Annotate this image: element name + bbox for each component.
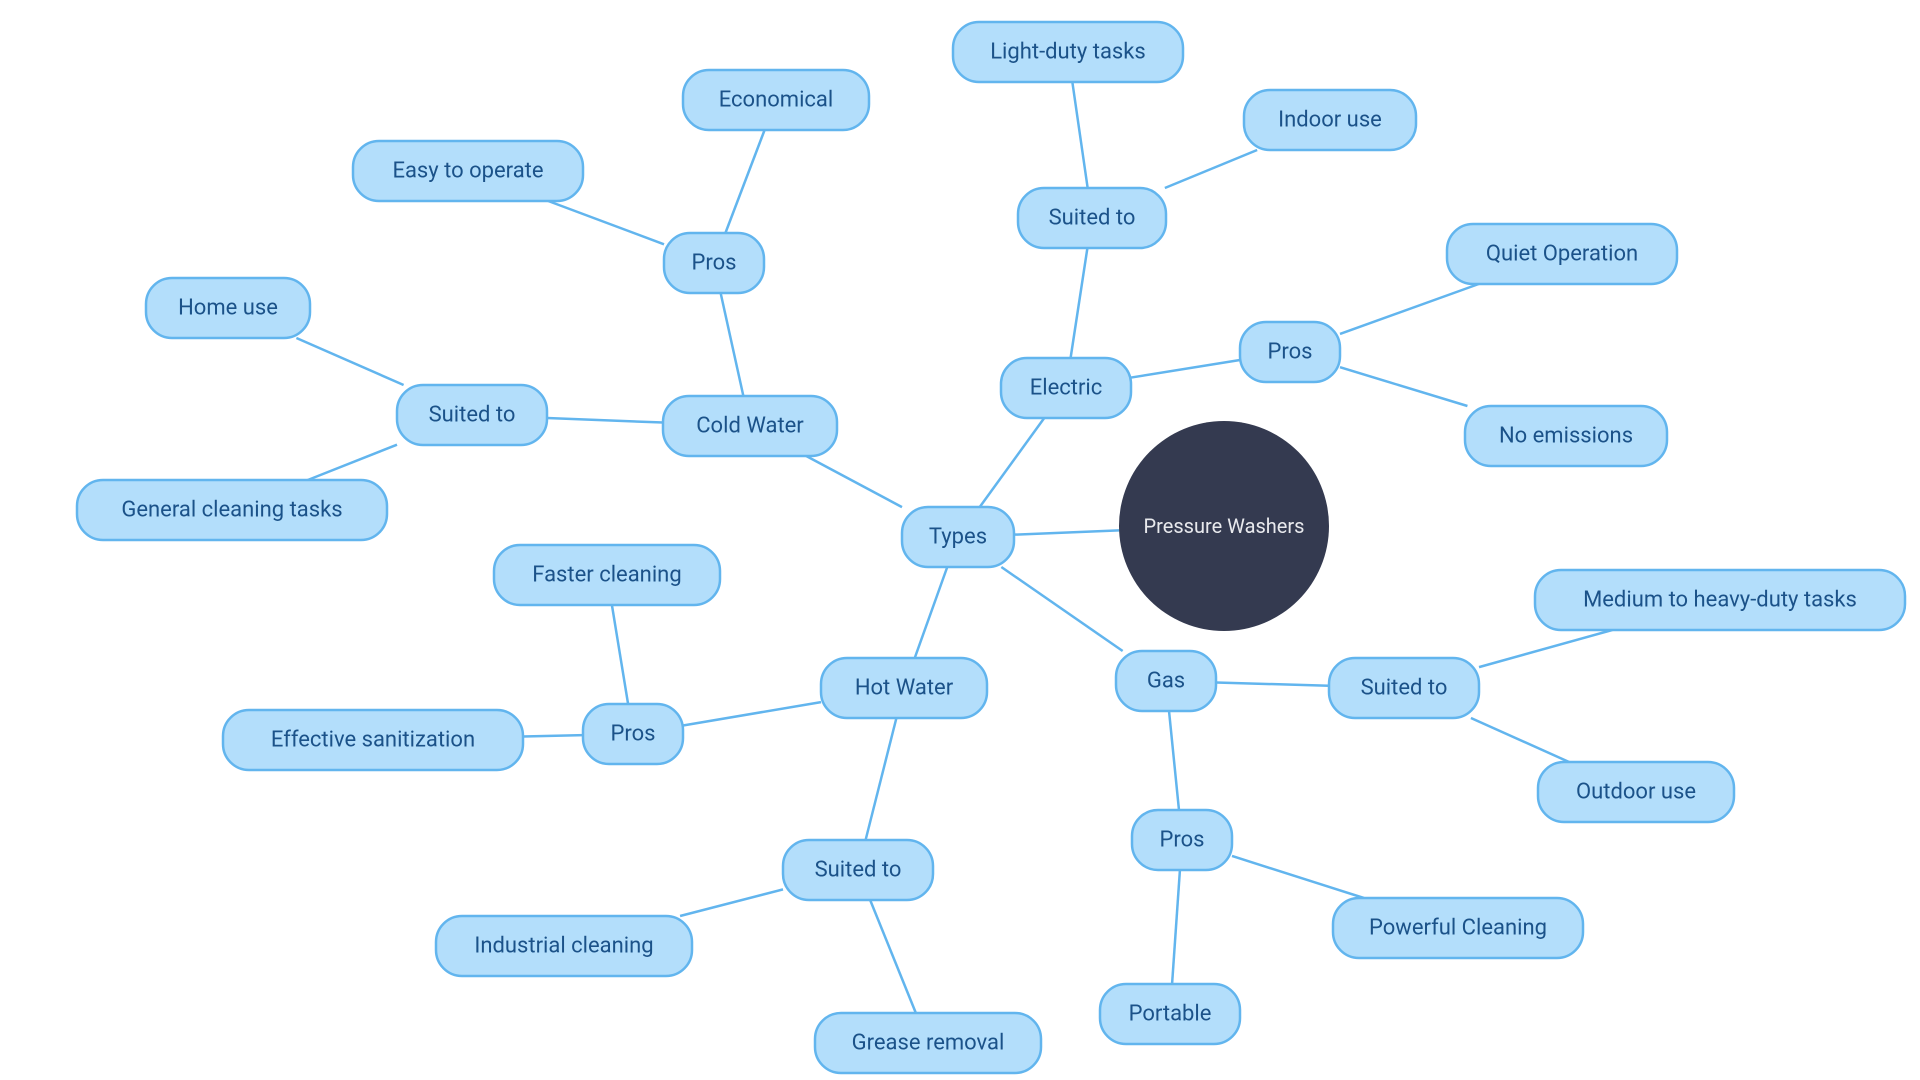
- node-gas_portable: Portable: [1100, 984, 1240, 1044]
- node-cold_suited: Suited to: [397, 385, 547, 445]
- node-elec_noemit: No emissions: [1465, 406, 1667, 466]
- edge-cold-cold_pros: [721, 293, 744, 396]
- node-label-cold_pros: Pros: [691, 251, 736, 276]
- edge-cold-cold_suited: [547, 418, 663, 423]
- node-types: Types: [902, 507, 1014, 567]
- edge-gas_suited-gas_medium: [1479, 630, 1612, 667]
- node-label-electric: Electric: [1030, 376, 1103, 401]
- center-label: Pressure Washers: [1144, 514, 1305, 538]
- edge-types-gas: [1001, 567, 1122, 651]
- node-label-elec_quiet: Quiet Operation: [1486, 242, 1638, 267]
- edge-center-types: [1014, 530, 1119, 534]
- node-label-types: Types: [929, 525, 987, 550]
- node-gas_suited: Suited to: [1329, 658, 1479, 718]
- node-label-gas_pros: Pros: [1159, 828, 1204, 853]
- node-label-hot: Hot Water: [855, 676, 954, 701]
- edge-elec_suited-elec_light: [1072, 82, 1087, 188]
- node-gas_outdoor: Outdoor use: [1538, 762, 1734, 822]
- node-label-gas_power: Powerful Cleaning: [1369, 916, 1547, 941]
- edge-electric-elec_suited: [1071, 248, 1088, 358]
- node-label-hot_suited: Suited to: [815, 858, 902, 883]
- node-label-cold_general: General cleaning tasks: [121, 498, 342, 523]
- edge-hot_suited-hot_ind: [680, 889, 783, 916]
- node-elec_quiet: Quiet Operation: [1447, 224, 1677, 284]
- node-hot_ind: Industrial cleaning: [436, 916, 692, 976]
- node-gas_medium: Medium to heavy-duty tasks: [1535, 570, 1905, 630]
- node-label-elec_noemit: No emissions: [1499, 424, 1633, 449]
- node-label-elec_suited: Suited to: [1049, 206, 1136, 231]
- node-label-cold_easy: Easy to operate: [392, 159, 543, 184]
- node-cold_econ: Economical: [683, 70, 869, 130]
- edge-gas_suited-gas_outdoor: [1471, 718, 1569, 762]
- node-label-hot_sanit: Effective sanitization: [271, 728, 475, 753]
- node-hot_suited: Suited to: [783, 840, 933, 900]
- edge-hot_pros-hot_sanit: [523, 735, 583, 736]
- node-label-hot_ind: Industrial cleaning: [474, 934, 653, 959]
- node-elec_indoor: Indoor use: [1244, 90, 1416, 150]
- node-elec_suited: Suited to: [1018, 188, 1166, 248]
- edge-cold_pros-cold_econ: [725, 130, 764, 233]
- node-cold_general: General cleaning tasks: [77, 480, 387, 540]
- node-cold_pros: Pros: [664, 233, 764, 293]
- node-cold: Cold Water: [663, 396, 837, 456]
- node-label-hot_fast: Faster cleaning: [532, 563, 681, 588]
- node-label-elec_light: Light-duty tasks: [990, 40, 1146, 65]
- edge-elec_pros-elec_noemit: [1340, 367, 1467, 406]
- node-gas_pros: Pros: [1132, 810, 1232, 870]
- edge-gas_pros-gas_power: [1232, 856, 1364, 898]
- edge-cold_pros-cold_easy: [548, 201, 664, 244]
- node-label-cold: Cold Water: [696, 414, 804, 439]
- node-label-cold_home: Home use: [178, 296, 278, 321]
- node-hot: Hot Water: [821, 658, 987, 718]
- edge-hot_suited-hot_grease: [870, 900, 916, 1013]
- mindmap-diagram: Pressure Washers Types Electric Suited to Li…: [0, 0, 1920, 1080]
- edge-elec_suited-elec_indoor: [1165, 150, 1257, 188]
- node-label-elec_pros: Pros: [1267, 340, 1312, 365]
- node-elec_pros: Pros: [1240, 322, 1340, 382]
- edge-hot-hot_pros: [683, 702, 821, 725]
- node-label-hot_grease: Grease removal: [852, 1031, 1005, 1056]
- node-label-gas: Gas: [1147, 669, 1185, 694]
- edge-gas-gas_suited: [1216, 682, 1329, 685]
- node-label-cold_suited: Suited to: [429, 403, 516, 428]
- node-elec_light: Light-duty tasks: [953, 22, 1183, 82]
- node-label-cold_econ: Economical: [719, 88, 834, 113]
- node-label-gas_suited: Suited to: [1361, 676, 1448, 701]
- edge-hot-hot_suited: [866, 718, 897, 840]
- node-label-gas_medium: Medium to heavy-duty tasks: [1583, 588, 1857, 613]
- edge-gas_pros-gas_portable: [1172, 870, 1180, 984]
- edge-types-cold: [806, 456, 902, 507]
- node-gas: Gas: [1116, 651, 1216, 711]
- node-cold_home: Home use: [146, 278, 310, 338]
- edge-hot_pros-hot_fast: [612, 605, 628, 704]
- edge-cold_suited-cold_general: [308, 445, 397, 480]
- edge-types-hot: [915, 567, 948, 658]
- node-label-hot_pros: Pros: [610, 722, 655, 747]
- node-hot_sanit: Effective sanitization: [223, 710, 523, 770]
- edge-cold_suited-cold_home: [296, 338, 403, 385]
- node-electric: Electric: [1001, 358, 1131, 418]
- node-label-gas_portable: Portable: [1129, 1002, 1212, 1027]
- node-gas_power: Powerful Cleaning: [1333, 898, 1583, 958]
- node-label-elec_indoor: Indoor use: [1278, 108, 1382, 133]
- node-hot_pros: Pros: [583, 704, 683, 764]
- edge-gas-gas_pros: [1169, 711, 1179, 810]
- node-hot_grease: Grease removal: [815, 1013, 1041, 1073]
- node-label-gas_outdoor: Outdoor use: [1576, 780, 1696, 805]
- nodes-layer: Pressure Washers Types Electric Suited to Li…: [77, 22, 1905, 1073]
- edge-types-electric: [980, 418, 1045, 507]
- edge-electric-elec_pros: [1131, 360, 1240, 378]
- node-center: Pressure Washers: [1119, 421, 1329, 631]
- node-cold_easy: Easy to operate: [353, 141, 583, 201]
- node-hot_fast: Faster cleaning: [494, 545, 720, 605]
- edge-elec_pros-elec_quiet: [1340, 284, 1479, 334]
